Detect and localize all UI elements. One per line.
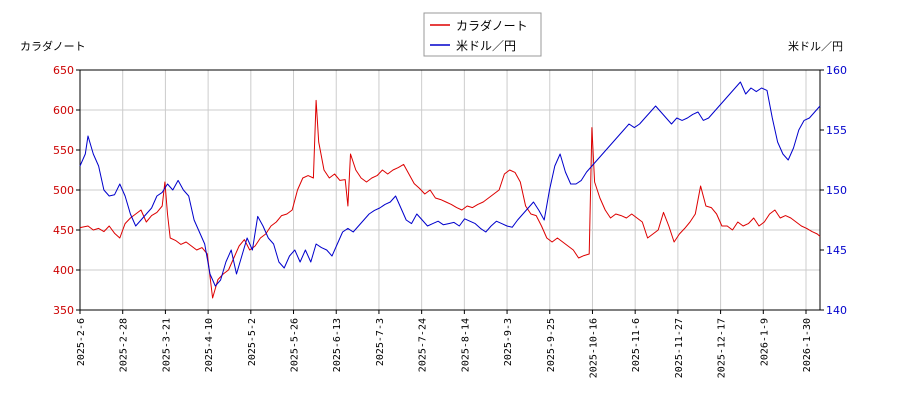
- left-tick-label: 450: [53, 224, 74, 237]
- x-tick-label: 2025-9-3: [503, 318, 514, 366]
- x-tick-label: 2025-5-2: [247, 318, 258, 366]
- x-tick-label: 2025-8-14: [460, 318, 471, 372]
- left-tick-label: 500: [53, 184, 74, 197]
- x-tick-label: 2025-11-6: [631, 318, 642, 372]
- series-layer: [79, 81, 821, 299]
- legend-label-fx: 米ドル／円: [456, 39, 516, 53]
- x-tick-label: 2025-3-21: [161, 318, 172, 372]
- x-tick-label: 2025-12-17: [717, 318, 728, 378]
- left-axis-label: カラダノート: [20, 39, 86, 53]
- x-tick-label: 2026-1-9: [759, 318, 770, 366]
- right-tick-label: 145: [826, 244, 847, 257]
- right-tick-label: 155: [826, 124, 847, 137]
- legend[interactable]: カラダノート 米ドル／円: [423, 12, 542, 57]
- right-tick-label: 150: [826, 184, 847, 197]
- right-tick-label: 160: [826, 64, 847, 77]
- legend-label-stock: カラダノート: [456, 18, 528, 33]
- left-axis: 350 400 450 500 550 600 650: [53, 64, 80, 317]
- legend-box: [423, 12, 542, 57]
- left-tick-label: 600: [53, 104, 74, 117]
- x-tick-label: 2025-7-3: [375, 318, 386, 366]
- right-tick-label: 140: [826, 304, 847, 317]
- x-tick-label: 2025-6-13: [332, 318, 343, 372]
- x-tick-label: 2026-1-30: [802, 318, 813, 372]
- x-tick-label: 2025-10-16: [588, 318, 599, 378]
- x-tick-label: 2025-4-10: [204, 318, 215, 372]
- left-tick-label: 400: [53, 264, 74, 277]
- x-tick-label: 2025-11-27: [674, 318, 685, 378]
- x-tick-label: 2025-2-28: [119, 318, 130, 372]
- left-tick-label: 550: [53, 144, 74, 157]
- x-tick-label: 2025-5-26: [290, 318, 301, 372]
- left-tick-label: 350: [53, 304, 74, 317]
- left-tick-label: 650: [53, 64, 74, 77]
- x-tick-label: 2025-2-6: [76, 318, 87, 366]
- series-line-fx: [79, 81, 821, 287]
- x-tick-label: 2025-9-25: [546, 318, 557, 372]
- series-line-stock: [79, 99, 821, 299]
- right-axis: 140 145 150 155 160: [820, 64, 847, 317]
- right-axis-label: 米ドル／円: [788, 40, 843, 53]
- x-axis: 2025-2-6 2025-2-28 2025-3-21 2025-4-10 2025-…: [76, 310, 813, 378]
- x-tick-label: 2025-7-24: [418, 318, 429, 372]
